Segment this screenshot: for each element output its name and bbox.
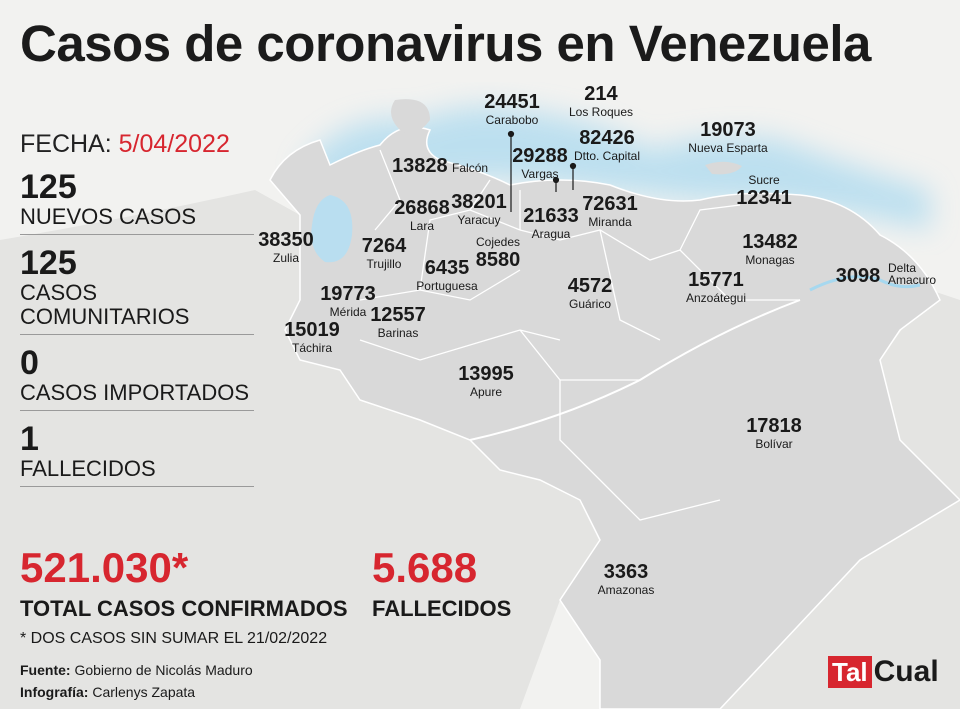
state-label-trujillo: 7264 Trujillo [361, 235, 407, 271]
state-label-portuguesa: 6435 Portuguesa [416, 257, 478, 293]
infographic-credit: Infografía: Carlenys Zapata [20, 684, 195, 700]
state-label-bolivar: 17818 Bolívar [746, 415, 802, 451]
state-label-delta-amacuro: 3098 [835, 265, 881, 287]
total-cases-value: 521.030* [20, 544, 189, 591]
state-label-amazonas: 3363 Amazonas [597, 561, 655, 597]
logo-part1: Tal [828, 656, 872, 688]
state-label-anzoategui: 15771 Anzoátegui [685, 269, 747, 305]
state-label-lara: 26868 Lara [394, 197, 450, 233]
state-label-delta-amacuro-name: Delta Amacuro [888, 261, 937, 287]
total-cases-label: TOTAL CASOS CONFIRMADOS [20, 596, 348, 621]
infographic-value: Carlenys Zapata [92, 684, 196, 700]
state-label-guarico: 4572 Guárico [567, 275, 613, 311]
page-title: Casos de coronavirus en Venezuela [20, 15, 871, 72]
state-label-los-roques: 214 Los Roques [568, 83, 634, 119]
orinoco-delta [809, 275, 921, 292]
venezuela-land [269, 126, 960, 709]
margarita-island [705, 161, 742, 175]
total-deaths-label: FALLECIDOS [372, 596, 512, 621]
source-line: Fuente: Gobierno de Nicolás Maduro [20, 662, 253, 678]
stat-value: 125 [20, 244, 77, 282]
stat-new-cases: 125 NUEVOS CASOS [20, 169, 254, 235]
state-label-tachira: 15019 Táchira [284, 319, 340, 355]
stat-imported-cases: 0 CASOS IMPORTADOS [20, 345, 254, 411]
source-value: Gobierno de Nicolás Maduro [74, 662, 253, 678]
stat-value: 125 [20, 168, 77, 206]
guyana-land [720, 290, 960, 709]
stat-value: 0 [20, 344, 39, 382]
state-label-zulia: 38350 Zulia [258, 229, 314, 265]
talcual-logo: Tal Cual [828, 655, 939, 688]
paraguana [391, 99, 430, 134]
state-label-yaracuy: 38201 Yaracuy [451, 191, 507, 227]
state-borders [359, 149, 800, 521]
colombia-land [0, 190, 600, 709]
logo-part2: Cual [873, 655, 939, 688]
footnote: * DOS CASOS SIN SUMAR EL 21/02/2022 [20, 630, 328, 647]
stat-deaths: 1 FALLECIDOS [20, 421, 254, 487]
state-label-nueva-esparta: 19073 Nueva Esparta [688, 119, 768, 155]
stat-label: NUEVOS CASOS [20, 204, 197, 229]
state-label-falcon: 13828 Falcón [391, 155, 489, 177]
stat-label: CASOS IMPORTADOS [20, 380, 250, 405]
lake-maracaibo [311, 195, 353, 263]
state-label-aragua: 21633 Aragua [523, 205, 579, 241]
stat-community-cases: 125 CASOS COMUNITARIOS [20, 245, 254, 335]
stat-label: CASOS COMUNITARIOS [20, 280, 190, 329]
stats-panel: FECHA: 5/04/2022 125 NUEVOS CASOS 125 CA… [20, 130, 254, 487]
state-label-merida: 19773 Mérida [320, 283, 376, 319]
state-label-apure: 13995 Apure [458, 363, 514, 399]
stat-value: 1 [20, 420, 39, 458]
state-label-miranda: 72631 Miranda [582, 193, 638, 229]
state-label-dtto-capital: 82426 Dtto. Capital [573, 127, 641, 163]
stat-label: FALLECIDOS [20, 456, 156, 481]
state-label-vargas: 29288 Vargas [512, 145, 568, 181]
date-line: FECHA: 5/04/2022 [20, 130, 254, 159]
state-label-monagas: 13482 Monagas [742, 231, 798, 267]
total-deaths-value: 5.688 [372, 544, 478, 591]
date-value: 5/04/2022 [118, 130, 230, 158]
state-label-carabobo: 24451 Carabobo [484, 91, 540, 127]
state-label-sucre: Sucre 12341 [736, 173, 792, 209]
state-label-barinas: 12557 Barinas [370, 304, 426, 340]
state-label-cojedes: Cojedes 8580 [475, 235, 521, 271]
date-label: FECHA: [20, 130, 112, 158]
source-label: Fuente: [20, 662, 71, 678]
infographic-label: Infografía: [20, 684, 89, 700]
